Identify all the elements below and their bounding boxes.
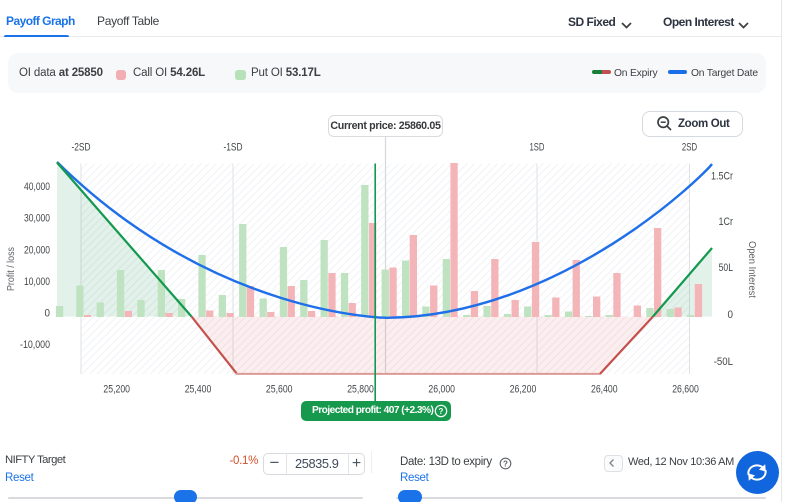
svg-text:26,000: 26,000 <box>428 384 455 396</box>
svg-text:26,400: 26,400 <box>591 384 618 396</box>
svg-text:-10,000: -10,000 <box>20 339 50 351</box>
svg-text:26,200: 26,200 <box>510 384 537 396</box>
svg-text:?: ? <box>503 459 508 468</box>
svg-text:-50L: -50L <box>714 356 733 368</box>
svg-text:25,200: 25,200 <box>103 384 130 396</box>
svg-text:0: 0 <box>45 308 51 320</box>
svg-text:1Cr: 1Cr <box>719 216 734 228</box>
svg-text:1SD: 1SD <box>530 142 545 154</box>
svg-text:1.5Cr: 1.5Cr <box>711 171 733 183</box>
svg-text:-1SD: -1SD <box>224 142 243 154</box>
svg-text:-2SD: -2SD <box>72 142 91 154</box>
svg-text:25,800: 25,800 <box>347 384 374 396</box>
svg-text:26,600: 26,600 <box>672 384 699 396</box>
svg-text:2SD: 2SD <box>682 142 697 154</box>
svg-text:50L: 50L <box>719 262 733 274</box>
svg-text:10,000: 10,000 <box>24 276 50 288</box>
svg-text:25,400: 25,400 <box>185 384 212 396</box>
svg-text:40,000: 40,000 <box>24 181 50 193</box>
svg-text:Profit / loss: Profit / loss <box>6 247 17 291</box>
svg-text:0: 0 <box>728 309 734 321</box>
svg-text:20,000: 20,000 <box>24 244 50 256</box>
svg-text:Open Interest: Open Interest <box>746 241 757 298</box>
svg-text:25,600: 25,600 <box>266 384 293 396</box>
svg-text:?: ? <box>438 407 443 416</box>
svg-text:30,000: 30,000 <box>24 213 50 225</box>
